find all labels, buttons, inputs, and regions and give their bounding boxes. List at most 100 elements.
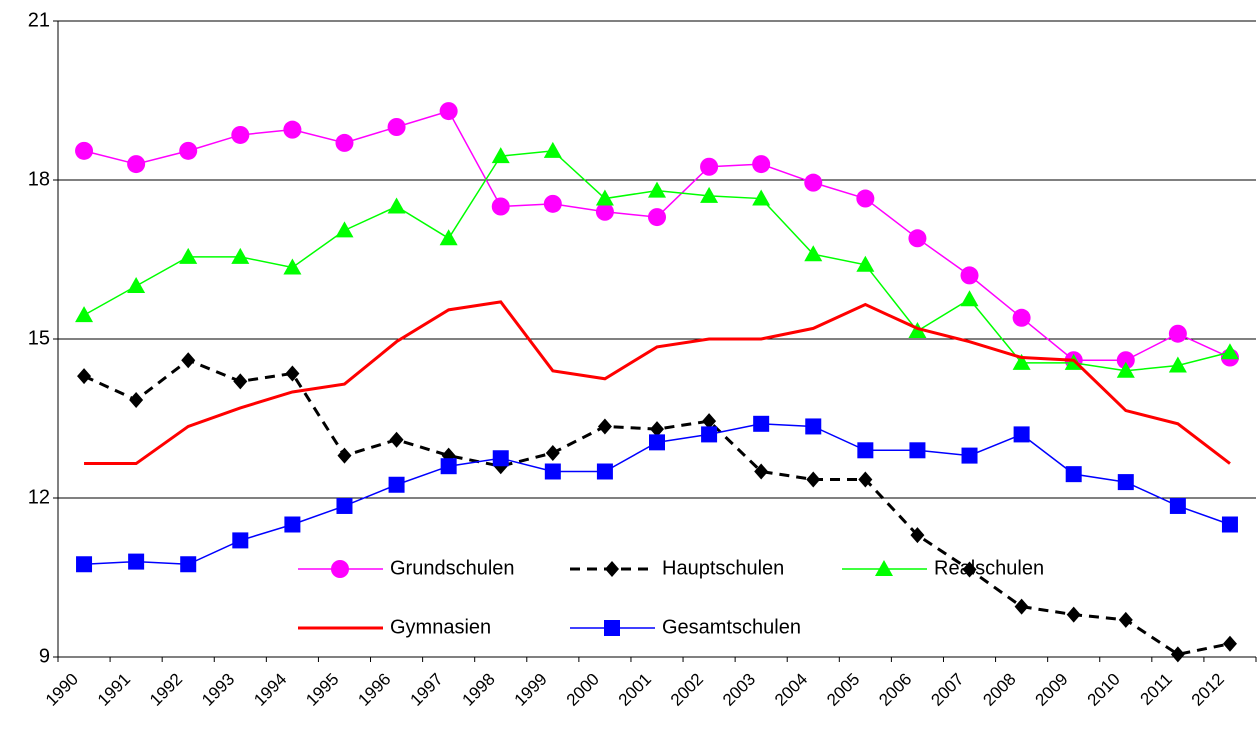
x-tick-label: 1997 bbox=[406, 670, 446, 710]
x-tick-label: 2010 bbox=[1084, 670, 1124, 710]
data-point bbox=[648, 208, 666, 227]
x-tick-label: 2004 bbox=[771, 670, 811, 710]
x-tick-label: 2009 bbox=[1032, 670, 1072, 710]
legend-label: Gesamtschulen bbox=[662, 616, 801, 638]
series-line bbox=[83, 110, 1231, 361]
legend-item: Gymnasien bbox=[298, 616, 491, 638]
data-point bbox=[858, 471, 873, 488]
data-point bbox=[77, 368, 92, 385]
data-point bbox=[804, 173, 823, 192]
data-point bbox=[544, 463, 561, 480]
data-point bbox=[700, 186, 719, 203]
data-point bbox=[960, 290, 979, 307]
data-point bbox=[1168, 324, 1187, 343]
y-tick-label: 21 bbox=[28, 9, 50, 31]
legend-item: Hauptschulen bbox=[570, 557, 784, 579]
data-point bbox=[335, 221, 354, 238]
data-point bbox=[233, 373, 248, 390]
data-point bbox=[127, 155, 146, 174]
data-point bbox=[439, 102, 458, 121]
y-tick-label: 15 bbox=[28, 327, 50, 349]
data-point bbox=[960, 266, 979, 285]
data-point bbox=[128, 553, 145, 570]
data-point bbox=[702, 413, 717, 430]
data-point bbox=[440, 458, 457, 475]
x-tick-label: 1990 bbox=[42, 670, 82, 710]
data-point bbox=[909, 442, 926, 459]
data-point bbox=[388, 476, 405, 493]
data-point bbox=[491, 147, 510, 164]
data-point bbox=[231, 247, 250, 264]
data-point bbox=[491, 197, 510, 216]
legend-marker bbox=[604, 620, 620, 636]
legend-label: Realschulen bbox=[934, 557, 1044, 579]
x-tick-label: 1991 bbox=[94, 670, 134, 710]
series-line bbox=[84, 300, 1231, 466]
data-point bbox=[961, 447, 978, 464]
x-tick-label: 1999 bbox=[511, 670, 551, 710]
legend-marker bbox=[875, 560, 893, 576]
y-tick-label: 18 bbox=[28, 168, 50, 190]
y-tick-label: 9 bbox=[39, 645, 50, 667]
data-point bbox=[543, 141, 562, 158]
data-point bbox=[1222, 635, 1237, 652]
x-tick-label: 2002 bbox=[667, 670, 707, 710]
data-point bbox=[1220, 343, 1239, 360]
data-point bbox=[804, 245, 823, 262]
data-point bbox=[752, 189, 771, 206]
data-point bbox=[1118, 611, 1133, 628]
x-tick-label: 1995 bbox=[302, 670, 342, 710]
legend-label: Hauptschulen bbox=[662, 557, 784, 579]
data-point bbox=[752, 155, 771, 174]
data-point bbox=[1168, 356, 1187, 373]
data-point bbox=[129, 391, 144, 408]
data-point bbox=[283, 120, 302, 139]
data-point bbox=[753, 415, 770, 432]
x-tick-label: 2005 bbox=[823, 670, 863, 710]
data-point bbox=[1170, 646, 1185, 663]
data-point bbox=[754, 463, 769, 480]
data-point bbox=[910, 527, 925, 544]
data-point bbox=[283, 258, 302, 275]
data-point bbox=[596, 463, 613, 480]
data-point bbox=[1116, 361, 1135, 378]
data-point bbox=[595, 189, 614, 206]
x-tick-label: 1996 bbox=[354, 670, 394, 710]
data-point bbox=[962, 561, 977, 578]
data-point bbox=[1066, 606, 1081, 623]
data-point bbox=[597, 418, 612, 435]
data-point bbox=[284, 516, 301, 533]
data-point bbox=[806, 471, 821, 488]
x-tick-label: 2006 bbox=[875, 670, 915, 710]
data-point bbox=[805, 418, 822, 435]
data-point bbox=[648, 181, 666, 198]
data-point bbox=[75, 306, 94, 323]
data-point bbox=[181, 352, 196, 369]
data-point bbox=[76, 556, 93, 573]
data-point bbox=[337, 447, 352, 464]
data-point bbox=[389, 431, 404, 448]
data-point bbox=[1169, 497, 1186, 514]
x-tick-label: 1993 bbox=[198, 670, 238, 710]
data-point bbox=[908, 229, 927, 248]
data-point bbox=[1013, 426, 1030, 443]
data-point bbox=[701, 426, 718, 443]
legend-label: Grundschulen bbox=[390, 557, 515, 579]
data-point bbox=[335, 133, 354, 152]
x-tick-label: 2007 bbox=[927, 670, 967, 710]
data-point bbox=[700, 157, 719, 176]
data-point bbox=[231, 125, 250, 144]
data-point bbox=[75, 141, 94, 160]
x-tick-label: 1994 bbox=[250, 670, 290, 710]
legend-marker bbox=[331, 560, 349, 578]
x-tick-label: 1998 bbox=[459, 670, 499, 710]
data-point bbox=[1014, 598, 1029, 615]
data-point bbox=[1116, 351, 1135, 370]
data-point bbox=[1221, 516, 1238, 533]
data-point bbox=[387, 118, 406, 136]
data-point bbox=[595, 202, 614, 221]
data-point bbox=[492, 450, 509, 467]
data-point bbox=[387, 197, 406, 214]
data-point bbox=[180, 556, 197, 573]
